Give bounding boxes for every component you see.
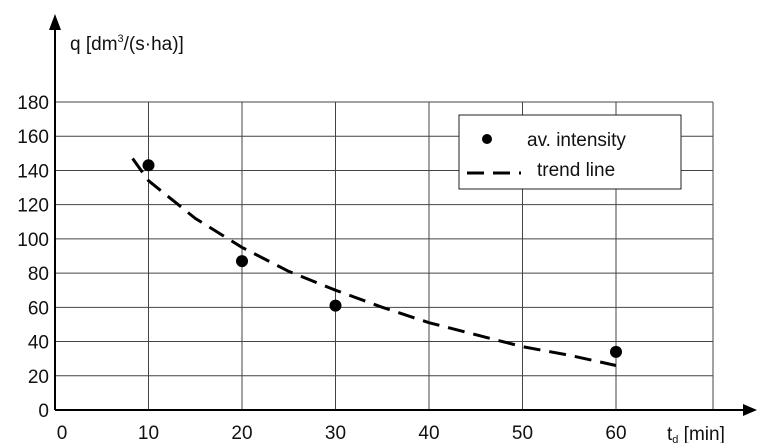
y-tick-label: 160 [17,127,49,148]
legend-label-av-intensity: av. intensity [527,130,626,151]
y-tick-label: 140 [17,161,49,182]
y-tick-label: 0 [38,401,49,422]
y-tick-label: 60 [28,298,49,319]
y-tick-label: 100 [17,230,49,251]
x-tick-labels: 0 10 20 30 40 50 60 [57,423,627,443]
y-tick-label: 80 [28,264,49,285]
y-tick-label: 20 [28,367,49,388]
legend: av. intensity trend line [458,114,682,190]
grid [55,101,714,410]
x-axis-title: td [min] [667,424,725,443]
y-tick-label: 40 [28,333,49,354]
y-tick-label: 120 [17,196,49,217]
x-tick-label: 40 [418,423,439,443]
x-tick-label: 30 [325,423,346,443]
axes [49,14,757,416]
x-tick-label: 0 [57,423,68,443]
legend-label-trend-line: trend line [537,160,615,181]
y-tick-label: 180 [17,93,49,114]
y-tick-labels: 0 20 40 60 80 100 120 140 160 180 [17,93,49,422]
x-tick-label: 60 [605,423,626,443]
data-point [329,299,342,312]
legend-marker-av-intensity [482,134,492,144]
legend-box [458,114,682,190]
x-axis-arrow [743,404,757,416]
trend-line [131,157,617,367]
x-tick-label: 20 [231,423,252,443]
data-point [610,345,622,358]
x-tick-label: 50 [512,423,533,443]
series [131,157,622,367]
data-point [236,255,248,268]
data-point [142,159,155,172]
y-axis-arrow [49,14,61,30]
x-tick-label: 10 [138,423,159,443]
y-axis-title: q [dm3/(s·ha)] [70,33,184,55]
